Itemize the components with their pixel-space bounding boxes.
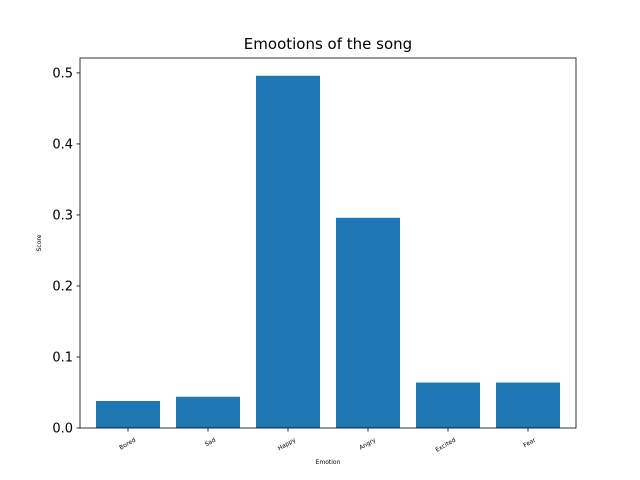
y-tick-label: 0.5	[52, 66, 73, 81]
bar-sad	[176, 396, 240, 428]
x-tick-label: Excited	[434, 437, 457, 454]
x-tick-label: Bored	[118, 437, 137, 452]
y-tick-label: 0.0	[52, 422, 73, 437]
bar-angry	[336, 217, 400, 428]
x-axis-label: Emotion	[316, 459, 341, 466]
y-tick-label: 0.2	[52, 279, 73, 294]
bars-group	[96, 75, 560, 428]
y-axis: 0.0 0.1 0.2 0.3 0.4 0.5	[52, 66, 80, 437]
bar-fear	[496, 382, 560, 428]
bar-excited	[416, 382, 480, 428]
x-tick-label: Fear	[522, 436, 537, 449]
y-tick-label: 0.3	[52, 208, 73, 223]
bar-bored	[96, 401, 160, 428]
y-tick-label: 0.1	[52, 350, 73, 365]
chart-title: Emootions of the song	[244, 35, 412, 53]
x-tick-label: Angry	[358, 436, 377, 451]
y-axis-label: Score	[36, 234, 43, 251]
x-axis: Bored Sad Happy Angry Excited Fear	[118, 428, 537, 454]
x-tick-label: Happy	[277, 436, 298, 452]
y-tick-label: 0.4	[52, 137, 73, 152]
plot-frame	[79, 57, 577, 429]
x-tick-label: Sad	[204, 437, 217, 449]
bar-happy	[256, 75, 320, 428]
